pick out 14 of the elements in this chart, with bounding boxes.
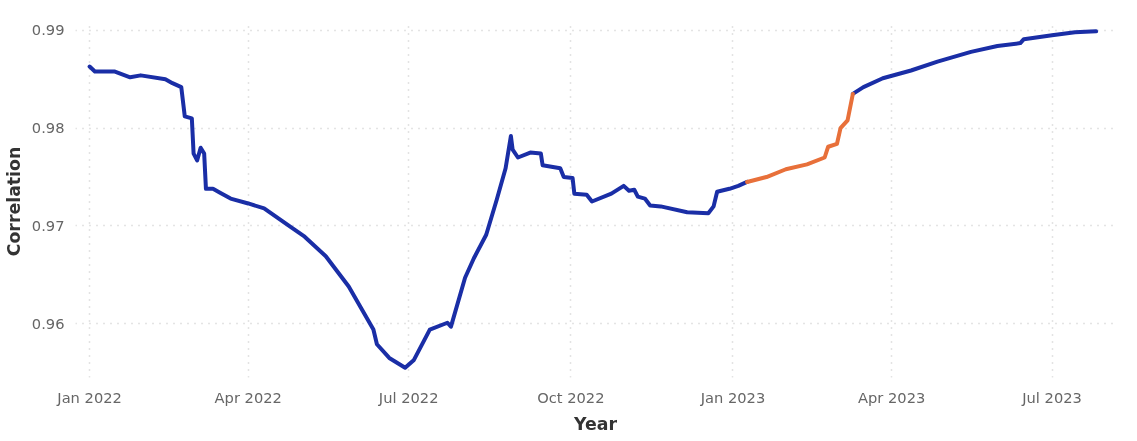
x-axis-title: Year xyxy=(573,413,618,434)
x-tick-label: Jul 2023 xyxy=(1021,388,1082,406)
x-tick-label: Jan 2022 xyxy=(56,388,122,406)
x-tick-label: Jan 2023 xyxy=(699,388,766,406)
y-tick-label: 0.97 xyxy=(31,216,65,234)
y-axis-title: Correlation xyxy=(3,146,24,257)
x-tick-label: Apr 2022 xyxy=(214,388,282,406)
y-tick-label: 0.96 xyxy=(31,314,65,332)
x-tick-label: Apr 2023 xyxy=(857,388,926,406)
line-series xyxy=(745,91,855,184)
y-tick-label: 0.98 xyxy=(31,119,65,137)
x-tick-label: Jul 2022 xyxy=(377,388,439,406)
x-tick-label: Oct 2022 xyxy=(537,388,605,406)
y-tick-label: 0.99 xyxy=(31,21,65,39)
